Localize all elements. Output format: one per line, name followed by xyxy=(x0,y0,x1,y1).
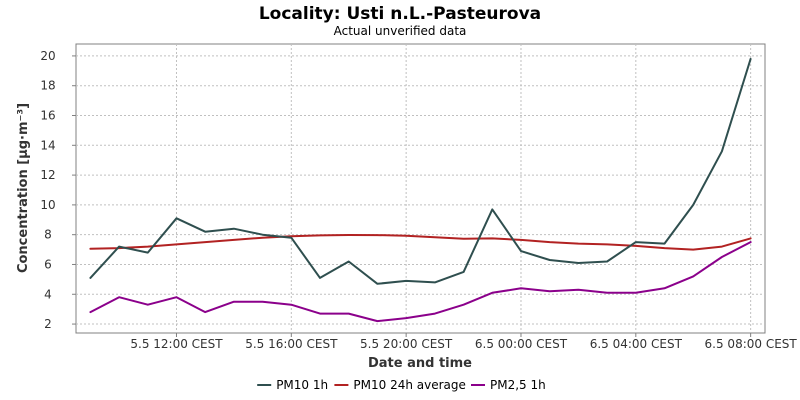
chart-subtitle: Actual unverified data xyxy=(334,24,467,38)
x-tick-label: 6.5 00:00 CEST xyxy=(475,337,568,351)
x-tick-label: 5.5 16:00 CEST xyxy=(245,337,338,351)
y-tick-label: 4 xyxy=(44,287,52,301)
grid-lines xyxy=(76,44,765,333)
series-line-pm10-24h-average xyxy=(89,234,752,251)
y-tick-label: 18 xyxy=(40,79,55,93)
series-lines xyxy=(89,57,752,323)
x-tick-label: 6.5 04:00 CEST xyxy=(590,337,683,351)
x-axis-title: Date and time xyxy=(368,356,472,371)
axis-ticks: 2 4 6 8 10 12 14 16 18 20 5.5 12:00 CEST 5.5 16:00 … xyxy=(40,49,797,351)
y-tick-label: 6 xyxy=(44,257,52,271)
y-tick-label: 16 xyxy=(40,109,55,123)
plot-area xyxy=(75,43,766,334)
legend-label: PM10 1h xyxy=(276,378,328,392)
y-tick-label: 10 xyxy=(40,198,55,212)
x-tick-label: 6.5 08:00 CEST xyxy=(705,337,798,351)
y-tick-label: 12 xyxy=(40,168,55,182)
series-line-pm10-1h xyxy=(89,57,752,285)
chart-title: Locality: Usti n.L.-Pasteurova xyxy=(259,4,541,24)
y-tick-label: 8 xyxy=(44,228,52,242)
y-axis-title: Concentration [µg·m⁻³] xyxy=(16,103,31,273)
y-tick-label: 20 xyxy=(40,49,55,63)
series-line-pm2-5-1h xyxy=(89,241,752,323)
y-tick-label: 14 xyxy=(40,138,55,152)
legend: PM10 1h PM10 24h average PM2,5 1h xyxy=(257,378,546,392)
x-tick-label: 5.5 20:00 CEST xyxy=(360,337,453,351)
legend-label: PM2,5 1h xyxy=(490,378,546,392)
legend-label: PM10 24h average xyxy=(353,378,466,392)
x-tick-label: 5.5 12:00 CEST xyxy=(130,337,223,351)
y-tick-label: 2 xyxy=(44,317,52,331)
